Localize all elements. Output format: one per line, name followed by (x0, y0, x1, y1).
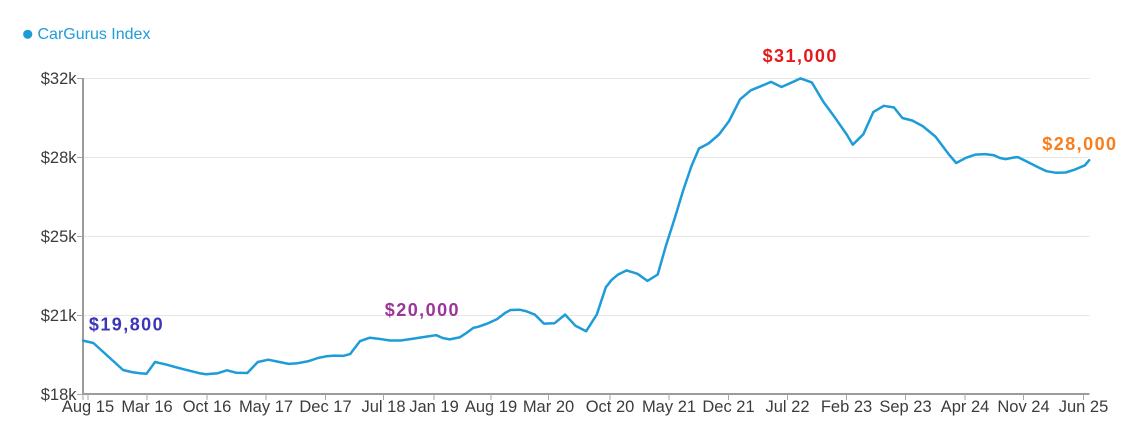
svg-text:Jul 22: Jul 22 (765, 398, 809, 416)
svg-text:$25k: $25k (41, 228, 78, 246)
svg-text:Jun 25: Jun 25 (1059, 398, 1109, 416)
svg-text:Feb 23: Feb 23 (821, 398, 872, 416)
svg-text:CarGurus Index: CarGurus Index (38, 26, 151, 43)
svg-text:$32k: $32k (41, 70, 78, 88)
svg-text:Mar 20: Mar 20 (523, 398, 574, 416)
svg-text:Aug 15: Aug 15 (62, 398, 114, 416)
svg-text:Jan 19: Jan 19 (409, 398, 459, 416)
svg-text:Sep 23: Sep 23 (879, 398, 931, 416)
svg-text:$28k: $28k (41, 149, 78, 167)
svg-text:$21k: $21k (41, 307, 78, 325)
svg-text:Mar 16: Mar 16 (121, 398, 172, 416)
svg-text:$19,800: $19,800 (89, 314, 164, 334)
svg-text:Aug 19: Aug 19 (465, 398, 517, 416)
svg-text:Apr 24: Apr 24 (941, 398, 990, 416)
svg-text:Oct 16: Oct 16 (183, 398, 232, 416)
svg-text:Oct 20: Oct 20 (586, 398, 635, 416)
svg-text:Dec 17: Dec 17 (299, 398, 351, 416)
svg-text:May 21: May 21 (642, 398, 696, 416)
svg-text:Jul 18: Jul 18 (361, 398, 405, 416)
svg-text:$31,000: $31,000 (763, 46, 838, 66)
svg-text:$20,000: $20,000 (385, 300, 460, 320)
svg-text:Nov 24: Nov 24 (997, 398, 1049, 416)
svg-text:May 17: May 17 (239, 398, 293, 416)
svg-text:Dec 21: Dec 21 (702, 398, 754, 416)
svg-text:$28,000: $28,000 (1042, 134, 1117, 154)
svg-text:$18k: $18k (41, 386, 78, 404)
